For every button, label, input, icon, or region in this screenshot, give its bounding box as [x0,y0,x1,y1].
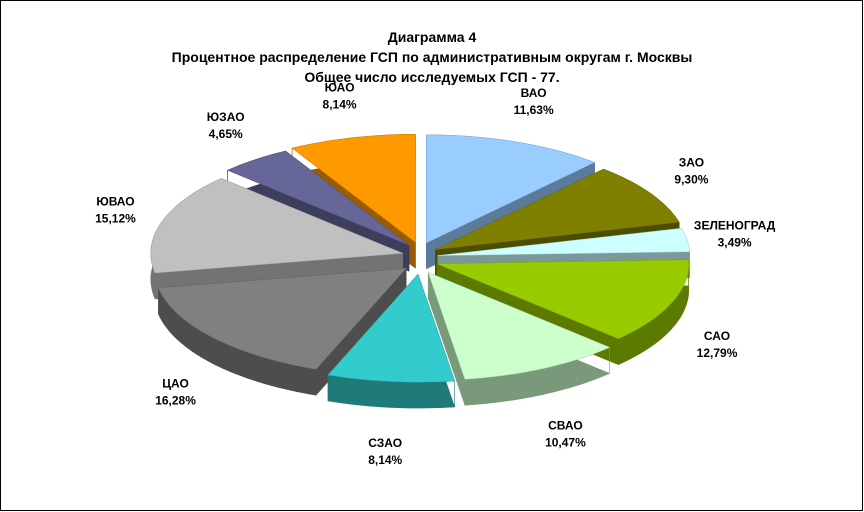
chart-title: Диаграмма 4 [388,29,477,45]
chart-subtitle: Процентное распределение ГСП по админист… [172,49,693,65]
data-label-name: САО [704,329,730,343]
slice [437,228,690,256]
data-label-value: 16,28% [155,394,196,408]
data-label-name: ЮЗАО [207,110,245,124]
data-label-name: ВАО [521,86,547,100]
data-label-name: ЗЕЛЕНОГРАД [694,218,776,232]
data-label-value: 15,12% [95,212,136,226]
data-label-name: СВАО [548,419,583,433]
slice [436,259,690,339]
data-label-value: 11,63% [514,103,554,117]
data-label-value: 4,65% [209,127,243,141]
slice [427,271,611,380]
data-label-name: ЮВАО [96,195,134,209]
data-label-value: 10,47% [545,436,586,450]
slice [158,268,407,370]
data-label-value: 8,14% [323,97,357,111]
chart-subtitle: Общее число исследуемых ГСП - 77. [304,69,559,85]
slice [291,134,416,243]
data-label-name: ЮАО [325,80,355,94]
slice [226,150,410,246]
data-label-name: ЗАО [679,155,704,169]
data-label-value: 3,49% [718,235,752,249]
data-label-name: СЗАО [368,436,402,450]
slice [150,178,403,274]
data-label-value: 9,30% [674,172,708,186]
data-label-value: 8,14% [368,453,402,467]
slice [327,273,456,383]
data-label-value: 12,79% [697,346,738,360]
slice [435,168,680,250]
slice [426,134,596,244]
data-label-name: ЦАО [162,377,189,391]
